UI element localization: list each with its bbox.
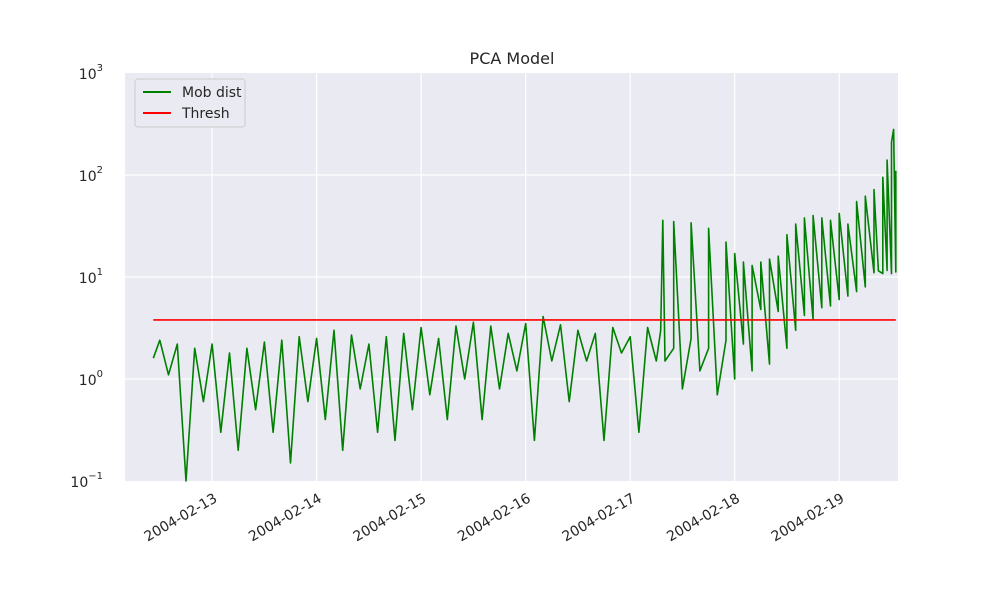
series-layer [152, 128, 897, 482]
legend-label-mob-dist: Mob dist [182, 85, 242, 101]
legend-label-thresh: Thresh [181, 106, 230, 122]
legend: Mob dist Thresh [134, 78, 246, 128]
chart-title: PCA Model [470, 49, 555, 68]
series-line-mob-dist [152, 128, 897, 482]
